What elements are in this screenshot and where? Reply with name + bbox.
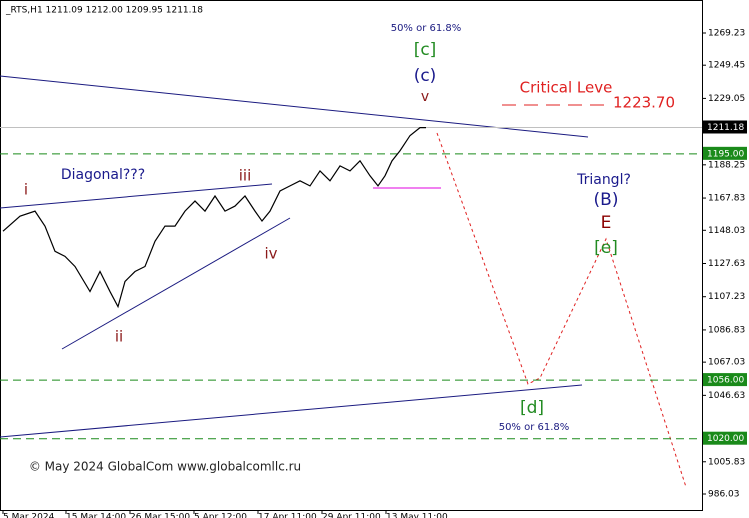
- price-label: 1211.18: [707, 123, 744, 133]
- trend-line: [0, 183, 273, 209]
- annotation: iii: [239, 167, 252, 185]
- y-tick-label: 1046.63: [708, 391, 745, 401]
- annotation: (B): [594, 190, 619, 210]
- annotation: v: [421, 89, 429, 105]
- annotation: 50% or 61.8%: [499, 422, 570, 433]
- annotation: [c]: [414, 40, 437, 60]
- annotation: iv: [264, 245, 277, 263]
- annotation: 50% or 61.8%: [391, 23, 462, 34]
- y-tick-label: 1167.83: [708, 194, 745, 204]
- y-tick-label: 1005.83: [708, 457, 745, 467]
- annotation: E: [601, 213, 612, 233]
- x-tick-label: 26 Mar 15:00: [130, 513, 190, 518]
- x-tick-label: 17 Apr 11:00: [258, 513, 317, 518]
- annotation: (c): [414, 66, 437, 86]
- price-line: [2, 127, 426, 309]
- price-box: [703, 120, 747, 134]
- y-tick-label: 1249.45: [708, 61, 745, 71]
- x-tick-label: 29 Apr 11:00: [322, 513, 381, 518]
- annotation: i: [24, 181, 28, 199]
- level-box: [703, 373, 747, 387]
- y-tick-label: 986.03: [708, 489, 740, 499]
- x-tick-label: 13 May 11:00: [386, 513, 448, 518]
- annotation: Diagonal???: [61, 167, 145, 183]
- chart-header: _RTS,H1 1211.09 1212.00 1209.95 1211.18: [5, 6, 203, 16]
- y-tick-label: 1127.63: [708, 259, 745, 269]
- trend-line: [0, 384, 583, 438]
- y-tick-label: 1086.83: [708, 325, 745, 335]
- annotation: Critical Leve: [520, 79, 613, 97]
- x-tick-label: 5 Mar 2024: [3, 513, 55, 518]
- annotation: [e]: [594, 238, 618, 258]
- level-label: 1056.00: [707, 376, 744, 386]
- level-label: 1195.00: [707, 149, 744, 159]
- annotation: ii: [115, 328, 123, 346]
- y-tick-label: 1188.25: [708, 160, 745, 170]
- y-tick-label: 1269.23: [708, 28, 745, 38]
- trend-line: [61, 217, 291, 350]
- x-tick-label: 5 Apr 12:00: [194, 513, 247, 518]
- trend-line: [0, 75, 589, 138]
- y-tick-label: 1067.03: [708, 358, 745, 368]
- x-tick-label: 15 Mar 14:00: [66, 513, 126, 518]
- plot-frame: [0, 0, 703, 511]
- y-tick-label: 1107.23: [708, 292, 745, 302]
- annotation: 1223.70: [613, 94, 675, 112]
- level-label: 1020.00: [707, 434, 744, 444]
- annotation: [d]: [520, 398, 544, 418]
- y-tick-label: 1229.05: [708, 94, 745, 104]
- level-box: [703, 431, 747, 445]
- annotation: © May 2024 GlobalCom www.globalcomllc.ru: [29, 460, 301, 474]
- y-tick-label: 1148.03: [708, 226, 745, 236]
- level-box: [703, 146, 747, 160]
- annotation: Triangl?: [576, 172, 631, 188]
